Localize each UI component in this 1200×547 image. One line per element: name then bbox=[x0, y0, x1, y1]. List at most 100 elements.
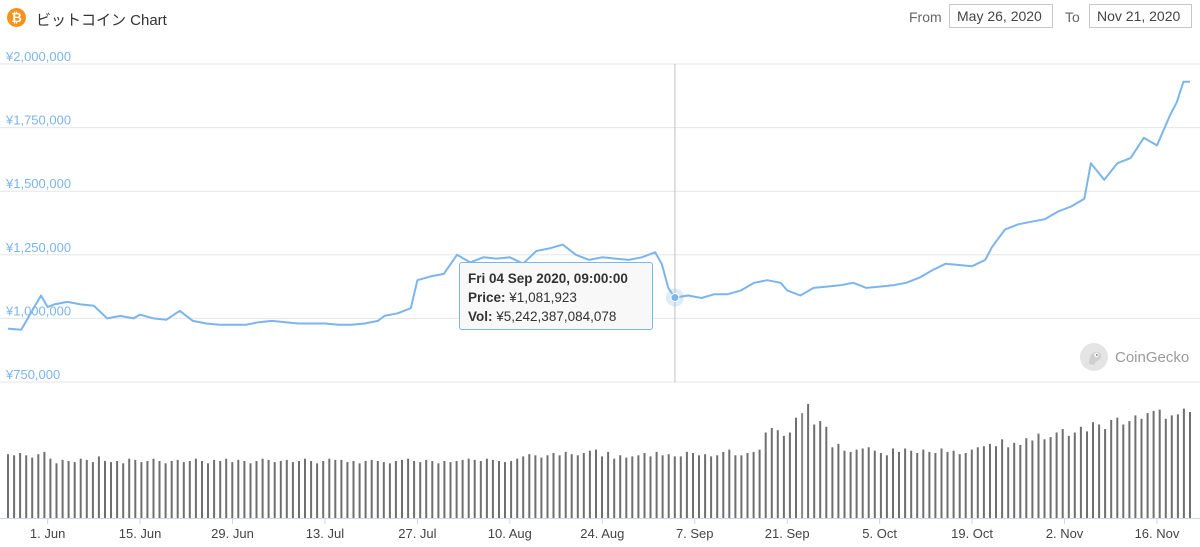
volume-bar bbox=[522, 456, 525, 518]
volume-bar bbox=[1110, 420, 1113, 518]
volume-bar bbox=[413, 461, 416, 518]
volume-bar bbox=[873, 450, 876, 518]
volume-bar bbox=[164, 463, 167, 518]
volume-bar bbox=[322, 461, 325, 518]
volume-bar bbox=[146, 461, 149, 518]
volume-bar bbox=[770, 427, 773, 518]
volume-bar bbox=[255, 461, 258, 518]
volume-bar bbox=[1164, 418, 1167, 518]
volume-bar bbox=[473, 459, 476, 518]
x-tick-label: 1. Jun bbox=[30, 526, 65, 541]
volume-bar bbox=[1031, 440, 1034, 518]
volume-bar bbox=[188, 461, 191, 518]
volume-bar bbox=[382, 462, 385, 518]
x-tick-label: 10. Aug bbox=[488, 526, 532, 541]
volume-bar bbox=[637, 455, 640, 518]
volume-bar bbox=[825, 426, 828, 518]
volume-bar bbox=[1019, 445, 1022, 518]
y-tick-label: ¥1,250,000 bbox=[5, 240, 71, 255]
volume-bar bbox=[13, 455, 16, 518]
volume-bar bbox=[61, 459, 64, 518]
volume-bar bbox=[1104, 429, 1107, 518]
volume-bar bbox=[243, 461, 246, 518]
volume-bar bbox=[346, 462, 349, 518]
volume-bar bbox=[764, 432, 767, 518]
volume-bar bbox=[352, 461, 355, 518]
volume-bar bbox=[564, 451, 567, 518]
x-tick-label: 7. Sep bbox=[676, 526, 714, 541]
volume-bar bbox=[849, 451, 852, 518]
volume-bar bbox=[958, 454, 961, 518]
volume-bar bbox=[194, 458, 197, 518]
coingecko-icon bbox=[1080, 343, 1108, 371]
volume-bar bbox=[867, 447, 870, 518]
volume-bar bbox=[619, 455, 622, 518]
volume-bar bbox=[734, 455, 737, 518]
volume-bar bbox=[1079, 426, 1082, 518]
volume-bar bbox=[928, 451, 931, 518]
volume-bar bbox=[964, 453, 967, 518]
volume-bar bbox=[552, 453, 555, 518]
watermark-text: CoinGecko bbox=[1115, 349, 1190, 366]
volume-bar bbox=[601, 456, 603, 518]
volume-bar bbox=[1073, 432, 1076, 518]
volume-bar bbox=[213, 459, 216, 518]
from-label: From bbox=[909, 9, 942, 25]
volume-bar bbox=[788, 432, 791, 518]
volume-bar bbox=[595, 449, 597, 518]
volume-bar bbox=[698, 455, 700, 518]
volume-bar bbox=[1116, 417, 1119, 518]
volume-bar bbox=[607, 451, 610, 518]
volume-bar bbox=[855, 449, 858, 518]
volume-bar bbox=[467, 458, 470, 518]
y-tick-label: ¥1,750,000 bbox=[5, 113, 71, 128]
to-date-input[interactable]: Nov 21, 2020 bbox=[1089, 4, 1192, 28]
volume-bar bbox=[625, 457, 628, 518]
volume-bar bbox=[885, 455, 888, 518]
tooltip-vol-label: Vol: bbox=[468, 309, 493, 324]
chart-header: ₿ ビットコイン Chart From May 26, 2020 To Nov … bbox=[0, 0, 1200, 36]
volume-bar bbox=[182, 462, 185, 518]
volume-bar bbox=[388, 463, 391, 518]
volume-bar bbox=[443, 461, 446, 518]
volume-bar bbox=[37, 454, 40, 518]
x-tick-label: 24. Aug bbox=[580, 526, 624, 541]
volume-bar bbox=[316, 463, 319, 518]
tooltip-price-label: Price: bbox=[468, 290, 506, 305]
tooltip-price-value: ¥1,081,923 bbox=[509, 290, 577, 305]
bitcoin-icon: ₿ bbox=[7, 8, 26, 27]
volume-bar bbox=[831, 447, 834, 518]
volume-bar bbox=[892, 448, 894, 518]
volume-bar bbox=[813, 424, 816, 518]
volume-bar bbox=[528, 454, 531, 518]
volume-bar bbox=[104, 461, 106, 518]
x-tick-label: 15. Jun bbox=[119, 526, 162, 541]
volume-bar bbox=[25, 455, 28, 518]
volume-bar bbox=[55, 463, 58, 518]
volume-bar bbox=[1025, 438, 1028, 518]
volume-bar bbox=[1049, 437, 1052, 518]
volume-bar bbox=[340, 459, 343, 518]
volume-bar bbox=[982, 446, 985, 518]
volume-bar bbox=[801, 413, 804, 518]
volume-bar bbox=[807, 404, 810, 518]
volume-bar bbox=[207, 463, 209, 518]
volume-bar bbox=[116, 461, 119, 518]
volume-bar bbox=[740, 455, 743, 518]
volume-bar bbox=[273, 462, 276, 518]
y-tick-label: ¥2,000,000 bbox=[5, 49, 71, 64]
volume-bar bbox=[425, 459, 428, 518]
volume-bar bbox=[910, 450, 913, 518]
from-date-input[interactable]: May 26, 2020 bbox=[949, 4, 1053, 28]
volume-bar bbox=[576, 455, 579, 518]
volume-bar bbox=[673, 456, 676, 518]
volume-bar bbox=[140, 462, 143, 518]
volume-bar bbox=[588, 450, 591, 518]
volume-bar bbox=[485, 458, 488, 518]
volume-bar bbox=[837, 443, 840, 518]
volume-bar bbox=[1170, 415, 1173, 518]
volume-bar bbox=[940, 448, 943, 518]
volume-bar bbox=[122, 463, 125, 518]
volume-bar bbox=[401, 459, 403, 518]
